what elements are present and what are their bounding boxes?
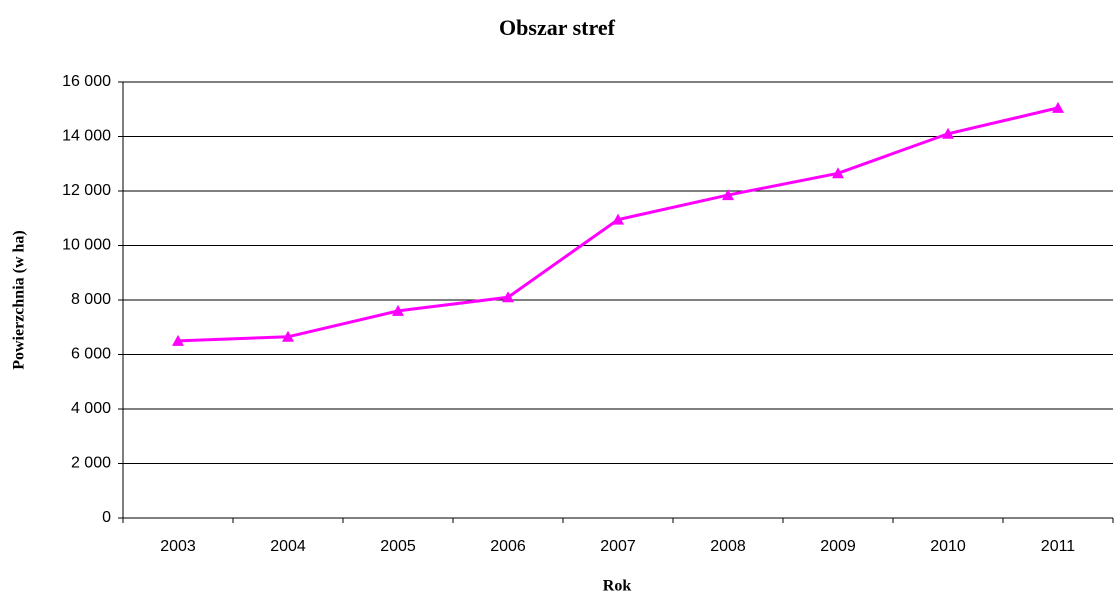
marker bbox=[392, 304, 404, 316]
marker bbox=[942, 127, 954, 139]
x-tick-label: 2003 bbox=[160, 538, 196, 555]
x-tick-label: 2004 bbox=[270, 538, 306, 555]
y-tick-label: 2 000 bbox=[71, 455, 111, 472]
y-axis-title: Powierzchnia (w ha) bbox=[11, 230, 28, 370]
x-axis-title: Rok bbox=[603, 578, 632, 594]
y-tick-label: 10 000 bbox=[62, 237, 111, 254]
x-tick-label: 2009 bbox=[820, 538, 856, 555]
x-tick-label: 2006 bbox=[490, 538, 526, 555]
x-tick-label: 2007 bbox=[600, 538, 636, 555]
y-tick-label: 0 bbox=[102, 509, 111, 526]
marker bbox=[172, 334, 184, 346]
x-tick-label: 2010 bbox=[930, 538, 966, 555]
marker bbox=[612, 213, 624, 225]
x-tick-label: 2008 bbox=[710, 538, 746, 555]
y-tick-label: 6 000 bbox=[71, 346, 111, 363]
chart-title: Obszar stref bbox=[499, 15, 616, 40]
marker bbox=[722, 189, 734, 201]
x-tick-label: 2011 bbox=[1041, 538, 1076, 555]
y-tick-label: 16 000 bbox=[62, 73, 111, 90]
y-tick-label: 14 000 bbox=[62, 128, 111, 145]
y-tick-label: 4 000 bbox=[71, 400, 111, 417]
y-tick-label: 8 000 bbox=[71, 291, 111, 308]
marker bbox=[832, 167, 844, 179]
marker bbox=[502, 291, 514, 303]
marker bbox=[282, 330, 294, 342]
y-tick-label: 12 000 bbox=[62, 182, 111, 199]
marker bbox=[1052, 101, 1064, 113]
x-tick-label: 2005 bbox=[380, 538, 416, 555]
